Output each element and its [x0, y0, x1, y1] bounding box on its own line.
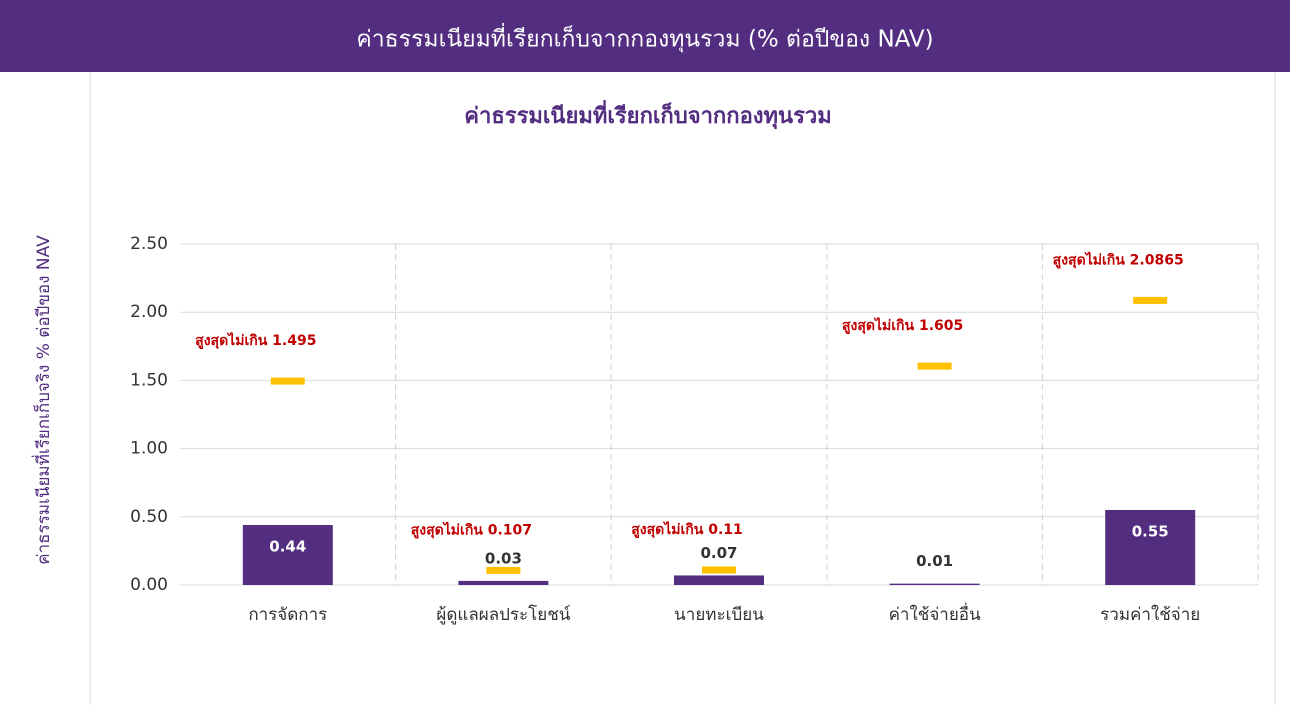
x-tick-label: นายทะเบียน — [674, 605, 764, 625]
max-marker — [270, 377, 305, 385]
bar — [889, 583, 980, 585]
x-tick-label: ผู้ดูแลผลประโยชน์ — [436, 604, 570, 625]
max-marker — [486, 566, 521, 574]
bar — [242, 524, 333, 585]
max-marker — [702, 566, 736, 574]
x-tick-label: การจัดการ — [248, 605, 327, 625]
y-tick-label: 1.00 — [130, 439, 168, 459]
y-tick-label: 1.50 — [130, 370, 168, 390]
bar — [1105, 509, 1196, 585]
header-bar — [0, 0, 1290, 72]
max-label: สูงสุดไม่เกิน 0.107 — [411, 520, 532, 538]
max-label: สูงสุดไม่เกิน 0.11 — [631, 520, 743, 538]
bar — [674, 575, 764, 585]
y-tick-label: 0.00 — [130, 575, 168, 595]
chart-title: ค่าธรรมเนียมที่เรียกเก็บจากกองทุนรวม — [464, 99, 832, 130]
max-marker — [917, 362, 952, 370]
max-marker — [1133, 296, 1168, 304]
x-tick-label: ค่าใช้จ่ายอื่น — [889, 602, 981, 625]
y-tick-label: 0.50 — [130, 507, 168, 527]
x-tick-label: รวมค่าใช้จ่าย — [1100, 604, 1200, 625]
bar-value-label: 0.03 — [485, 549, 522, 567]
max-label: สูงสุดไม่เกิน 1.495 — [195, 331, 316, 349]
bar — [458, 580, 549, 585]
y-tick-label: 2.00 — [130, 302, 168, 322]
bar-value-label: 0.44 — [269, 537, 306, 555]
bar-value-label: 0.01 — [916, 552, 953, 570]
bar-value-label: 0.55 — [1132, 522, 1169, 540]
header-title: ค่าธรรมเนียมที่เรียกเก็บจากกองทุนรวม (% … — [356, 23, 933, 53]
max-label: สูงสุดไม่เกิน 1.605 — [842, 316, 963, 334]
max-label: สูงสุดไม่เกิน 2.0865 — [1053, 250, 1184, 268]
bar-value-label: 0.07 — [700, 544, 737, 562]
y-axis-label: ค่าธรรมเนียมที่เรียกเก็บจริง % ต่อปีของ … — [31, 235, 54, 565]
y-tick-label: 2.50 — [130, 234, 168, 254]
